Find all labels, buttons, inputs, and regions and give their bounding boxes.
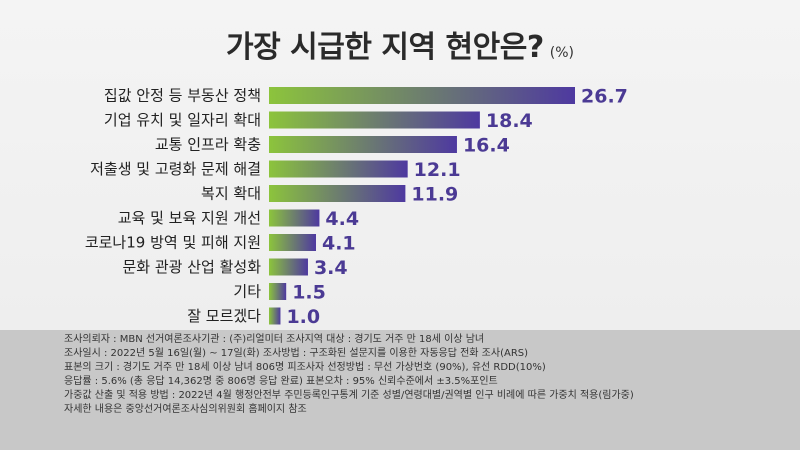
bar: [269, 87, 575, 104]
value-label: 11.9: [411, 184, 458, 206]
footer-line: 표본의 크기 : 경기도 거주 만 18세 이상 남녀 806명 피조사자 선정…: [64, 362, 546, 373]
bar: [269, 160, 408, 178]
value-label: 12.1: [414, 159, 461, 181]
bar: [269, 136, 457, 153]
category-label: 교통 인프라 확충: [155, 136, 261, 154]
bar: [269, 234, 316, 251]
category-label: 기업 유치 및 일자리 확대: [104, 111, 261, 129]
value-label: 1.0: [286, 306, 320, 328]
value-label: 18.4: [486, 110, 533, 132]
bar: [269, 111, 480, 129]
footer-line: 자세한 내용은 중앙선거여론조사심의위원회 홈페이지 참조: [64, 404, 307, 415]
value-label: 4.4: [325, 208, 359, 230]
footer-line: 조사의뢰자 : MBN 선거여론조사기관 : (주)리얼미터 조사지역 대상 :…: [64, 334, 485, 345]
category-label: 교육 및 보육 지원 개선: [118, 209, 261, 227]
value-label: 1.5: [292, 282, 326, 304]
survey-footer: 조사의뢰자 : MBN 선거여론조사기관 : (주)리얼미터 조사지역 대상 :…: [0, 330, 800, 450]
footer-line: 응답률 : 5.6% (총 응답 14,362명 중 806명 응답 완료) 표…: [64, 376, 498, 387]
value-label: 16.4: [463, 135, 510, 157]
category-label: 저출생 및 고령화 문제 해결: [90, 160, 261, 178]
bar: [269, 185, 406, 202]
value-label: 4.1: [322, 233, 356, 255]
bar: [269, 283, 287, 300]
category-label: 기타: [233, 283, 261, 301]
category-label: 집값 안정 등 부동산 정책: [104, 87, 261, 105]
category-label: 코로나19 방역 및 피해 지원: [85, 234, 261, 252]
value-label: 26.7: [581, 86, 628, 108]
category-label: 복지 확대: [201, 185, 261, 203]
bar-chart: 집값 안정 등 부동산 정책 26.7 기업 유치 및 일자리 확대 18.4 교통 인…: [85, 86, 628, 329]
value-label: 3.4: [314, 257, 348, 279]
bar: [269, 258, 308, 276]
category-label: 잘 모르겠다: [187, 307, 261, 325]
bar: [269, 209, 320, 227]
footer-line: 조사일시 : 2022년 5월 16일(월) ~ 17일(화) 조사방법 : 구…: [64, 348, 529, 359]
bar: [269, 307, 281, 325]
chart-title: 가장 시급한 지역 현안은?: [226, 30, 544, 65]
unit-label: (%): [549, 45, 574, 61]
chart-title-area: 가장 시급한 지역 현안은? (%): [0, 22, 800, 66]
category-label: 문화 관광 산업 활성화: [122, 258, 261, 276]
footer-line: 가중값 산출 및 적용 방법 : 2022년 4월 행정안전부 주민등록인구통계…: [64, 390, 634, 401]
